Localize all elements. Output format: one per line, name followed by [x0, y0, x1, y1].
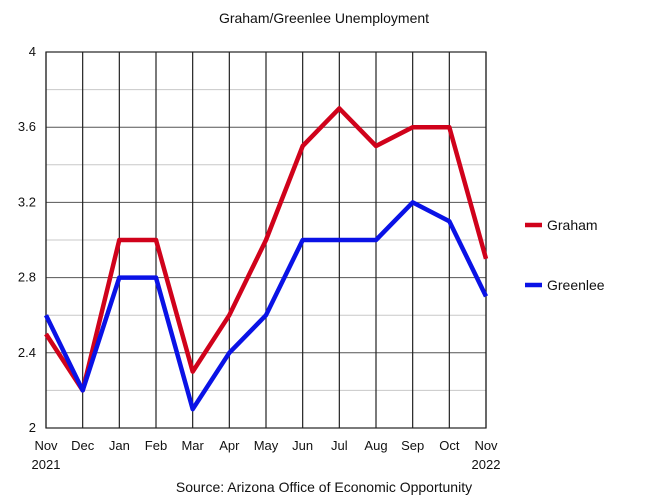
x-tick-sublabel: 2021: [32, 457, 61, 472]
x-tick-label: Oct: [439, 438, 460, 453]
legend-label-greenlee: Greenlee: [547, 277, 605, 293]
x-tick-label: Jan: [109, 438, 130, 453]
x-tick-label: Jul: [331, 438, 348, 453]
legend: Graham Greenlee: [525, 217, 605, 293]
x-tick-label: Dec: [71, 438, 95, 453]
y-tick-label: 3.6: [18, 119, 36, 134]
series-line-graham: [44, 106, 489, 393]
y-tick-label: 4: [29, 44, 36, 59]
y-tick-label: 2.8: [18, 270, 36, 285]
x-tick-label: Jun: [292, 438, 313, 453]
x-tick-label: Mar: [181, 438, 204, 453]
x-tick-sublabel: 2022: [472, 457, 501, 472]
x-tick-label: May: [254, 438, 279, 453]
series-lines: [43, 106, 489, 412]
x-tick-label: Aug: [364, 438, 387, 453]
x-tick-label: Feb: [145, 438, 167, 453]
x-tick-label: Nov: [474, 438, 498, 453]
y-tick-label: 2: [29, 420, 36, 435]
x-tick-label: Apr: [219, 438, 240, 453]
chart-title: Graham/Greenlee Unemployment: [218, 10, 430, 26]
series-line-greenlee: [43, 200, 489, 412]
x-tick-label: Nov: [34, 438, 58, 453]
axes: 2 2.4 2.8 3.2 3.6 4 Nov 2021 Dec Jan Feb Mar Apr May J…: [18, 44, 501, 472]
y-tick-label: 2.4: [18, 345, 36, 360]
plot-frame: [45, 51, 487, 429]
y-tick-label: 3.2: [18, 194, 36, 209]
source-note: Source: Arizona Office of Economic Oppor…: [175, 479, 473, 495]
legend-label-graham: Graham: [547, 217, 598, 233]
x-tick-label: Sep: [401, 438, 424, 453]
